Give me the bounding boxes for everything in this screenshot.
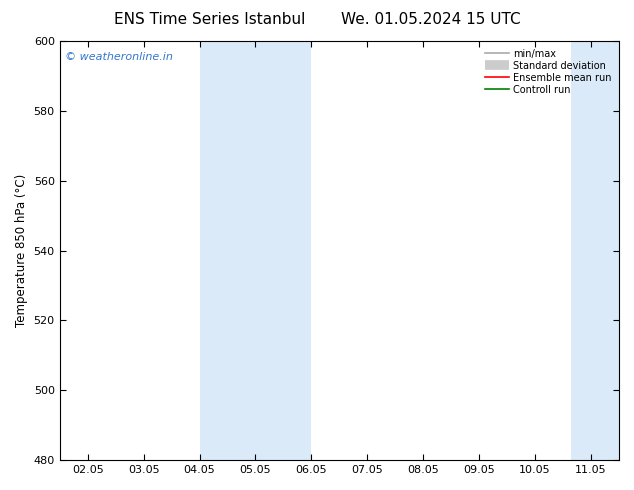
Text: We. 01.05.2024 15 UTC: We. 01.05.2024 15 UTC [341,12,521,27]
Bar [200,41,311,460]
Bar [594,41,622,460]
Text: © weatheronline.in: © weatheronline.in [65,51,173,62]
Y-axis label: Temperature 850 hPa (°C): Temperature 850 hPa (°C) [15,174,28,327]
Text: ENS Time Series Istanbul: ENS Time Series Istanbul [113,12,305,27]
Legend: min/max, Standard deviation, Ensemble mean run, Controll run: min/max, Standard deviation, Ensemble me… [482,46,614,98]
Bar [571,41,594,460]
